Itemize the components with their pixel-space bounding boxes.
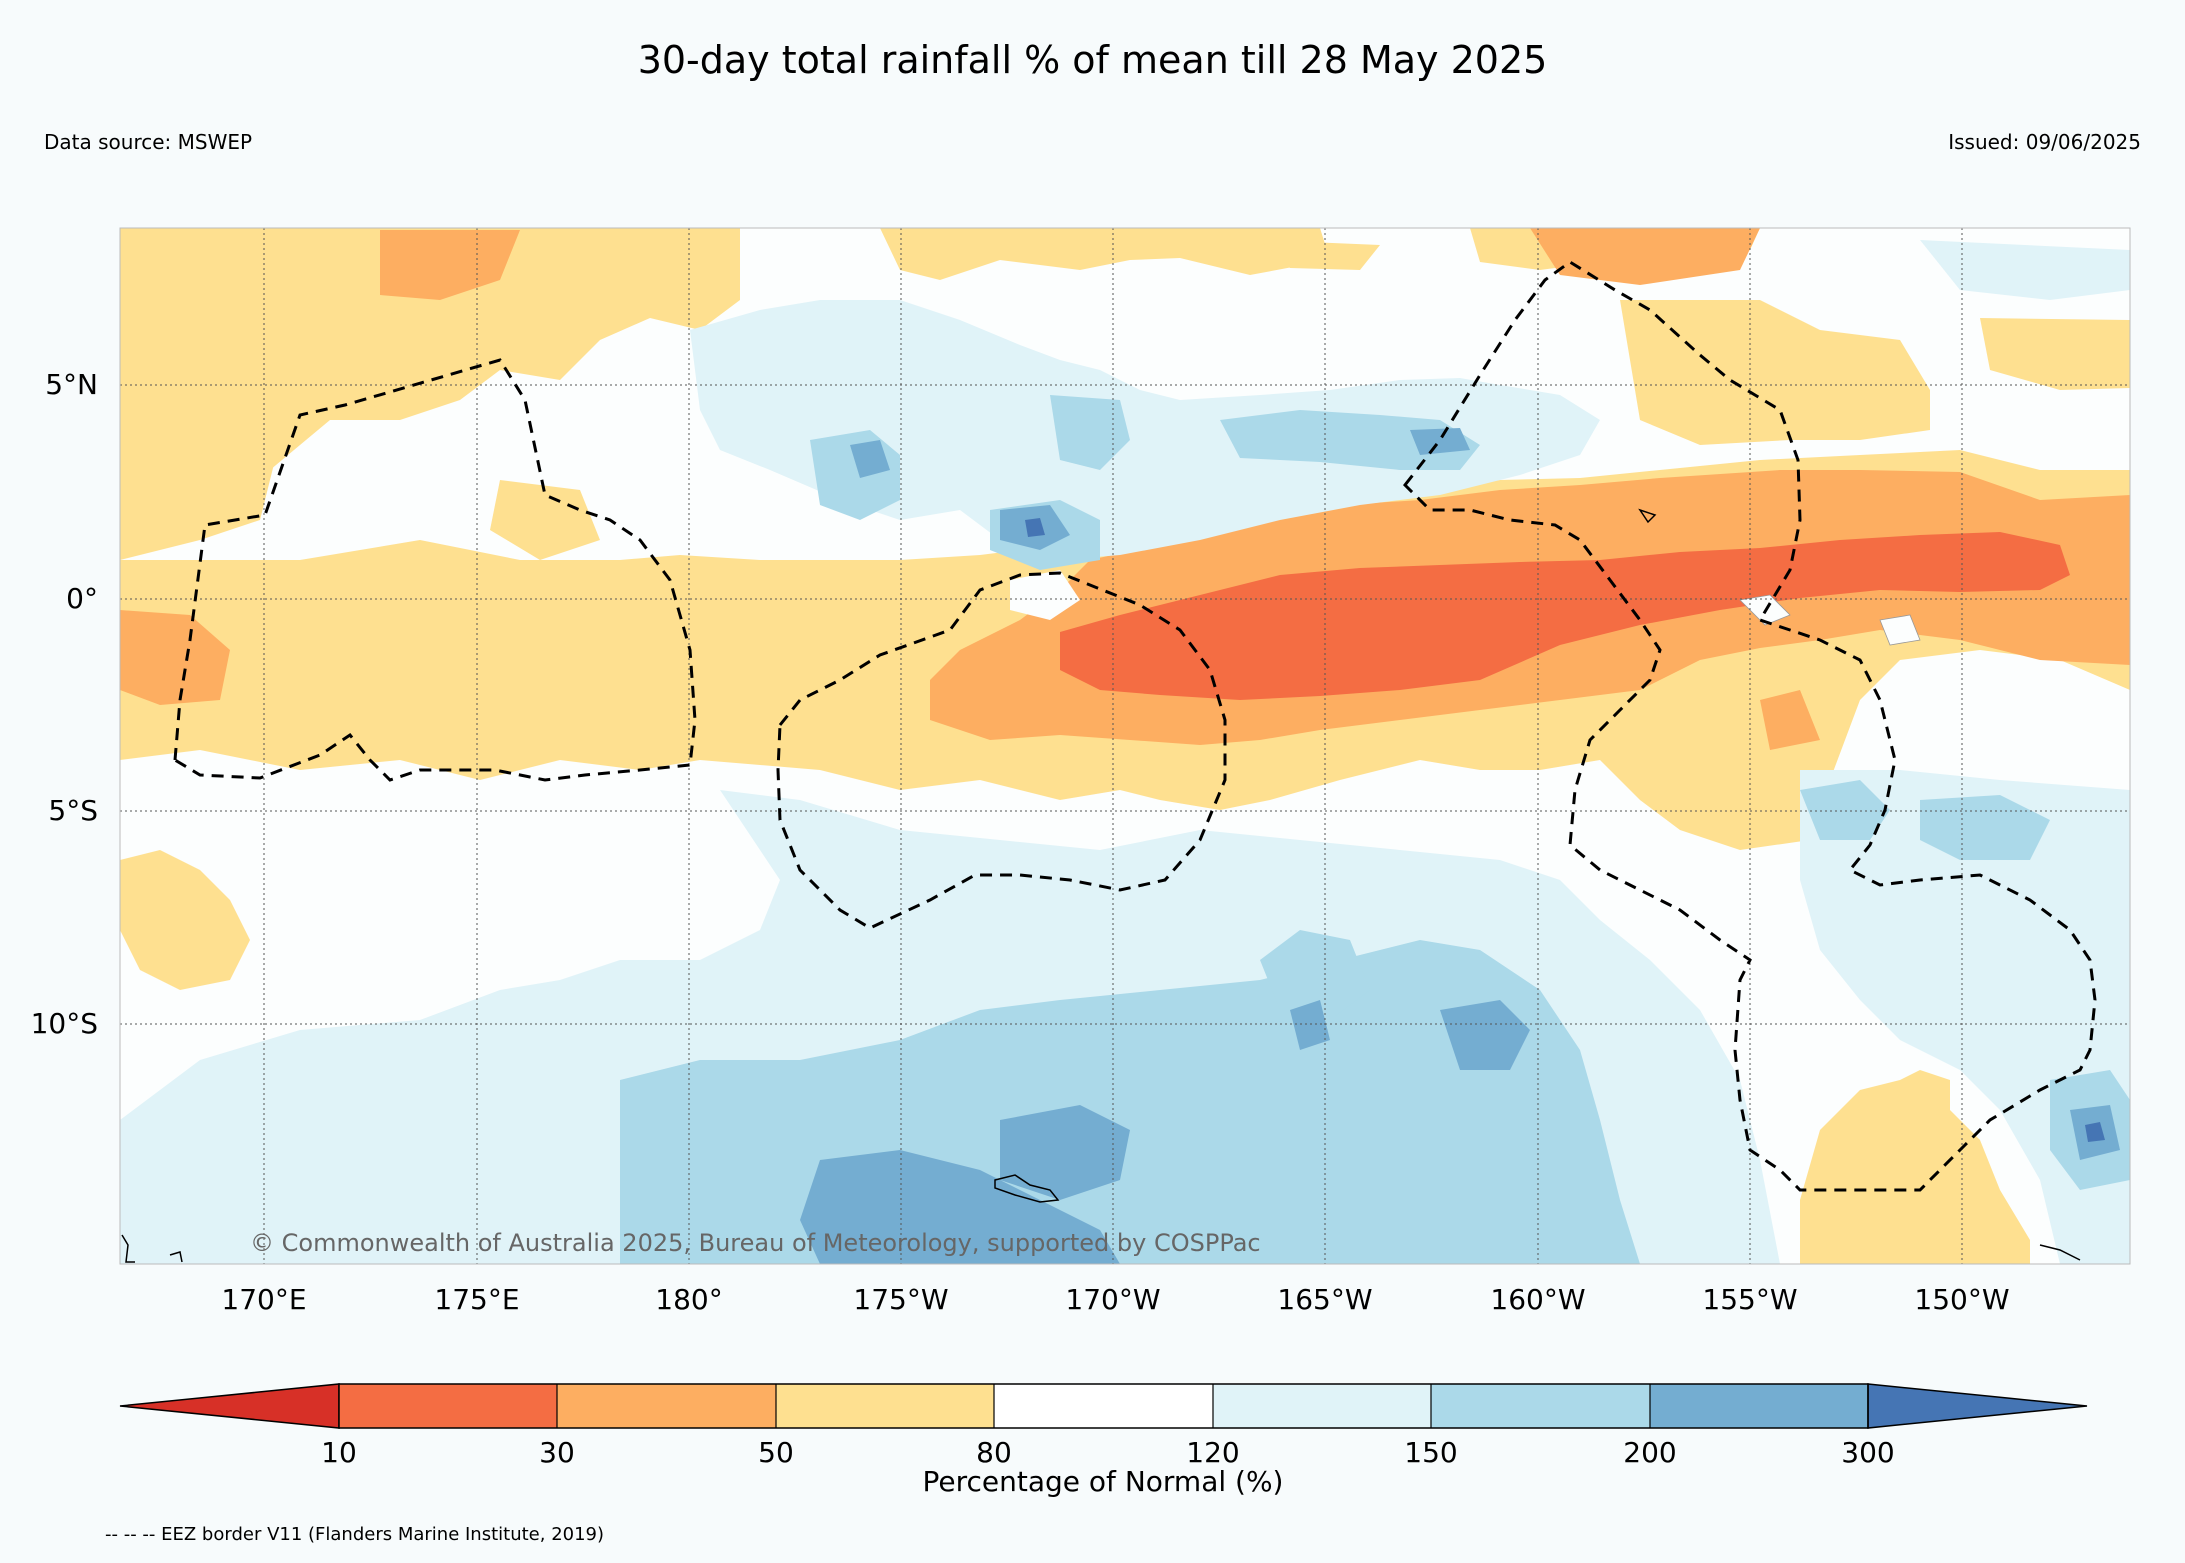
lon-label-155w: 155°W xyxy=(1702,1283,1797,1316)
longitude-labels: 170°E 175°E 180° 175°W 170°W 165°W 160°W… xyxy=(221,1283,2009,1316)
colorbar-tick-80: 80 xyxy=(976,1436,1012,1469)
lon-label-170e: 170°E xyxy=(221,1283,306,1316)
eez-borders xyxy=(173,260,2097,1192)
lat-label-5s: 5°S xyxy=(48,794,98,827)
issued-date-label: Issued: 09/06/2025 xyxy=(1948,130,2141,154)
colorbar-segment-150-200 xyxy=(1431,1384,1650,1428)
colorbar-segment-gt300 xyxy=(1867,1383,2088,1429)
lat-label-0: 0° xyxy=(66,582,98,615)
data-source-label: Data source: MSWEP xyxy=(44,130,253,154)
rainfall-field xyxy=(120,228,2130,1264)
colorbar-segment-30-50 xyxy=(557,1384,776,1428)
colorbar-tick-300: 300 xyxy=(1841,1436,1894,1469)
colorbar-segment-lt10 xyxy=(119,1383,340,1429)
colorbar-tick-30: 30 xyxy=(539,1436,575,1469)
colorbar-segment-10-30 xyxy=(339,1384,557,1428)
colorbar-segment-200-300 xyxy=(1650,1384,1868,1428)
lon-label-175w: 175°W xyxy=(853,1283,948,1316)
map-title: 30-day total rainfall % of mean till 28 … xyxy=(637,38,1548,82)
lon-label-180: 180° xyxy=(655,1283,722,1316)
colorbar-segment-80-120 xyxy=(994,1384,1213,1428)
colorbar-tick-150: 150 xyxy=(1404,1436,1457,1469)
colorbar-tick-120: 120 xyxy=(1186,1436,1239,1469)
copyright-text: © Commonwealth of Australia 2025, Bureau… xyxy=(250,1229,1261,1257)
colorbar-tick-200: 200 xyxy=(1623,1436,1676,1469)
lat-label-5n: 5°N xyxy=(45,368,98,401)
colorbar-tick-10: 10 xyxy=(321,1436,357,1469)
lon-label-170w: 170°W xyxy=(1065,1283,1160,1316)
colorbar-segment-120-150 xyxy=(1213,1384,1431,1428)
colorbar-tick-50: 50 xyxy=(758,1436,794,1469)
colorbar-title: Percentage of Normal (%) xyxy=(923,1465,1284,1498)
coastlines xyxy=(121,508,2081,1263)
lon-label-165w: 165°W xyxy=(1277,1283,1372,1316)
colorbar: 10 30 50 80 120 150 200 300 Percentage o… xyxy=(119,1383,2088,1498)
eez-legend-note: -- -- -- EEZ border V11 (Flanders Marine… xyxy=(105,1524,605,1545)
lon-label-150w: 150°W xyxy=(1914,1283,2009,1316)
lat-label-10s: 10°S xyxy=(31,1007,98,1040)
latitude-labels: 5°N 0° 5°S 10°S xyxy=(31,368,98,1040)
lon-label-160w: 160°W xyxy=(1490,1283,1585,1316)
map-frame xyxy=(119,227,2131,1265)
colorbar-segment-50-80 xyxy=(776,1384,994,1428)
lon-label-175e: 175°E xyxy=(434,1283,519,1316)
